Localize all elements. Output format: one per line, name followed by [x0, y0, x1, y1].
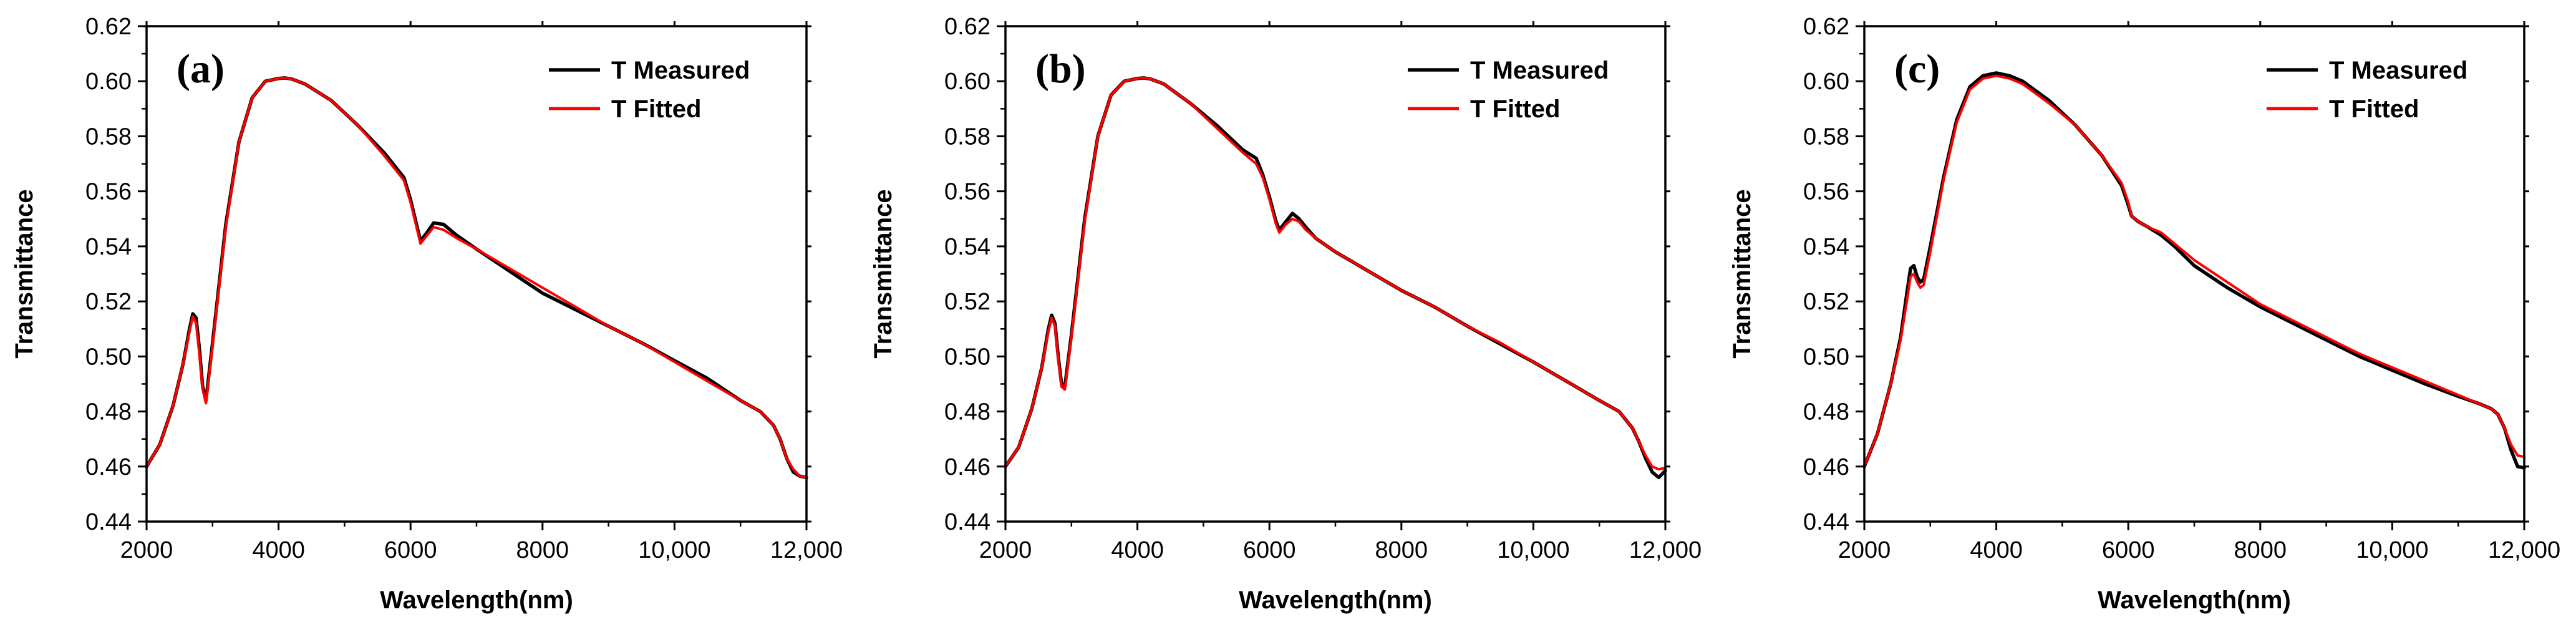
x-tick-label: 8000 — [516, 537, 569, 563]
x-tick-label: 2000 — [120, 537, 173, 563]
y-tick-label: 0.44 — [85, 509, 132, 535]
x-tick-label: 4000 — [1111, 537, 1164, 563]
panel-label: (c) — [1894, 46, 1940, 92]
x-axis-title: Wavelength(nm) — [1239, 586, 1432, 614]
y-tick-label: 0.56 — [944, 179, 990, 205]
panel-label: (a) — [177, 46, 225, 92]
x-tick-label: 2000 — [1838, 537, 1891, 563]
plot-frame — [1004, 25, 1667, 523]
series-line-fitted — [145, 76, 808, 479]
x-tick-label: 6000 — [2102, 537, 2155, 563]
x-tick-label: 8000 — [1375, 537, 1428, 563]
plot-frame — [1863, 25, 2525, 523]
series-line-measured — [145, 76, 808, 480]
y-tick-label: 0.46 — [85, 454, 132, 480]
y-tick-label: 0.62 — [85, 14, 132, 40]
panel-label: (b) — [1035, 46, 1086, 92]
y-tick-label: 0.52 — [1803, 289, 1849, 315]
legend-label-fitted: T Fitted — [1470, 95, 1560, 123]
y-tick-label: 0.60 — [85, 69, 132, 95]
y-tick-label: 0.48 — [944, 399, 990, 425]
x-tick-label: 12,000 — [1629, 537, 1702, 563]
y-tick-label: 0.54 — [1803, 234, 1849, 260]
chart-panel-c: 0.44 0.46 0.48 0.50 0.52 0.54 0.56 0.58 0.60 0.62… — [1718, 0, 2576, 627]
y-tick-label: 0.58 — [944, 124, 990, 150]
series-line-measured — [1004, 76, 1667, 480]
y-tick-label: 0.60 — [1803, 69, 1849, 95]
x-tick-label: 4000 — [1970, 537, 2023, 563]
y-tick-label: 0.48 — [85, 399, 132, 425]
chart-panel-a: 0.44 0.46 0.48 0.50 0.52 0.54 0.56 0.58 0.60 0.62… — [0, 0, 859, 627]
y-tick-label: 0.52 — [944, 289, 990, 315]
x-tick-label: 10,000 — [638, 537, 710, 563]
x-tick-label: 12,000 — [2488, 537, 2560, 563]
y-tick-label: 0.62 — [944, 14, 990, 40]
chart-svg-b: 0.44 0.46 0.48 0.50 0.52 0.54 0.56 0.58 0.60 0.62… — [869, 14, 1702, 614]
chart-svg-c: 0.44 0.46 0.48 0.50 0.52 0.54 0.56 0.58 0.60 0.62… — [1728, 14, 2560, 614]
legend-label-measured: T Measured — [1470, 57, 1609, 84]
y-tick-label: 0.62 — [1803, 14, 1849, 40]
legend-label-measured: T Measured — [611, 57, 750, 84]
series-line-fitted — [1004, 76, 1667, 471]
y-tick-label: 0.54 — [944, 234, 990, 260]
x-tick-label: 8000 — [2234, 537, 2287, 563]
y-axis-title: Transmittance — [11, 189, 38, 358]
x-axis-title: Wavelength(nm) — [2098, 586, 2291, 614]
y-tick-label: 0.50 — [1803, 344, 1849, 370]
y-axis-title: Transmittance — [869, 189, 897, 358]
x-axis-title: Wavelength(nm) — [380, 586, 573, 614]
x-tick-label: 4000 — [252, 537, 305, 563]
x-tick-label: 2000 — [979, 537, 1032, 563]
y-tick-label: 0.56 — [1803, 179, 1849, 205]
y-tick-label: 0.46 — [1803, 454, 1849, 480]
x-tick-label: 6000 — [384, 537, 437, 563]
legend-label-measured: T Measured — [2329, 57, 2467, 84]
y-tick-label: 0.56 — [85, 179, 132, 205]
chart-panel-b: 0.44 0.46 0.48 0.50 0.52 0.54 0.56 0.58 0.60 0.62… — [859, 0, 1718, 627]
y-tick-label: 0.44 — [944, 509, 990, 535]
legend-label-fitted: T Fitted — [611, 95, 701, 123]
y-tick-label: 0.52 — [85, 289, 132, 315]
y-tick-label: 0.48 — [1803, 399, 1849, 425]
y-tick-label: 0.50 — [944, 344, 990, 370]
y-tick-label: 0.44 — [1803, 509, 1849, 535]
series-line-measured — [1862, 71, 2526, 470]
series-line-fitted — [1863, 74, 2525, 468]
y-tick-label: 0.58 — [1803, 124, 1849, 150]
y-tick-label: 0.50 — [85, 344, 132, 370]
x-tick-label: 6000 — [1243, 537, 1296, 563]
x-tick-label: 10,000 — [1497, 537, 1569, 563]
y-tick-label: 0.60 — [944, 69, 990, 95]
chart-svg-a: 0.44 0.46 0.48 0.50 0.52 0.54 0.56 0.58 0.60 0.62… — [11, 14, 843, 614]
y-tick-label: 0.46 — [944, 454, 990, 480]
x-tick-label: 10,000 — [2356, 537, 2428, 563]
y-tick-label: 0.58 — [85, 124, 132, 150]
plot-frame — [145, 25, 808, 523]
legend-label-fitted: T Fitted — [2329, 95, 2419, 123]
y-axis-title: Transmittance — [1728, 189, 1756, 358]
x-tick-label: 12,000 — [770, 537, 843, 563]
y-tick-label: 0.54 — [85, 234, 132, 260]
